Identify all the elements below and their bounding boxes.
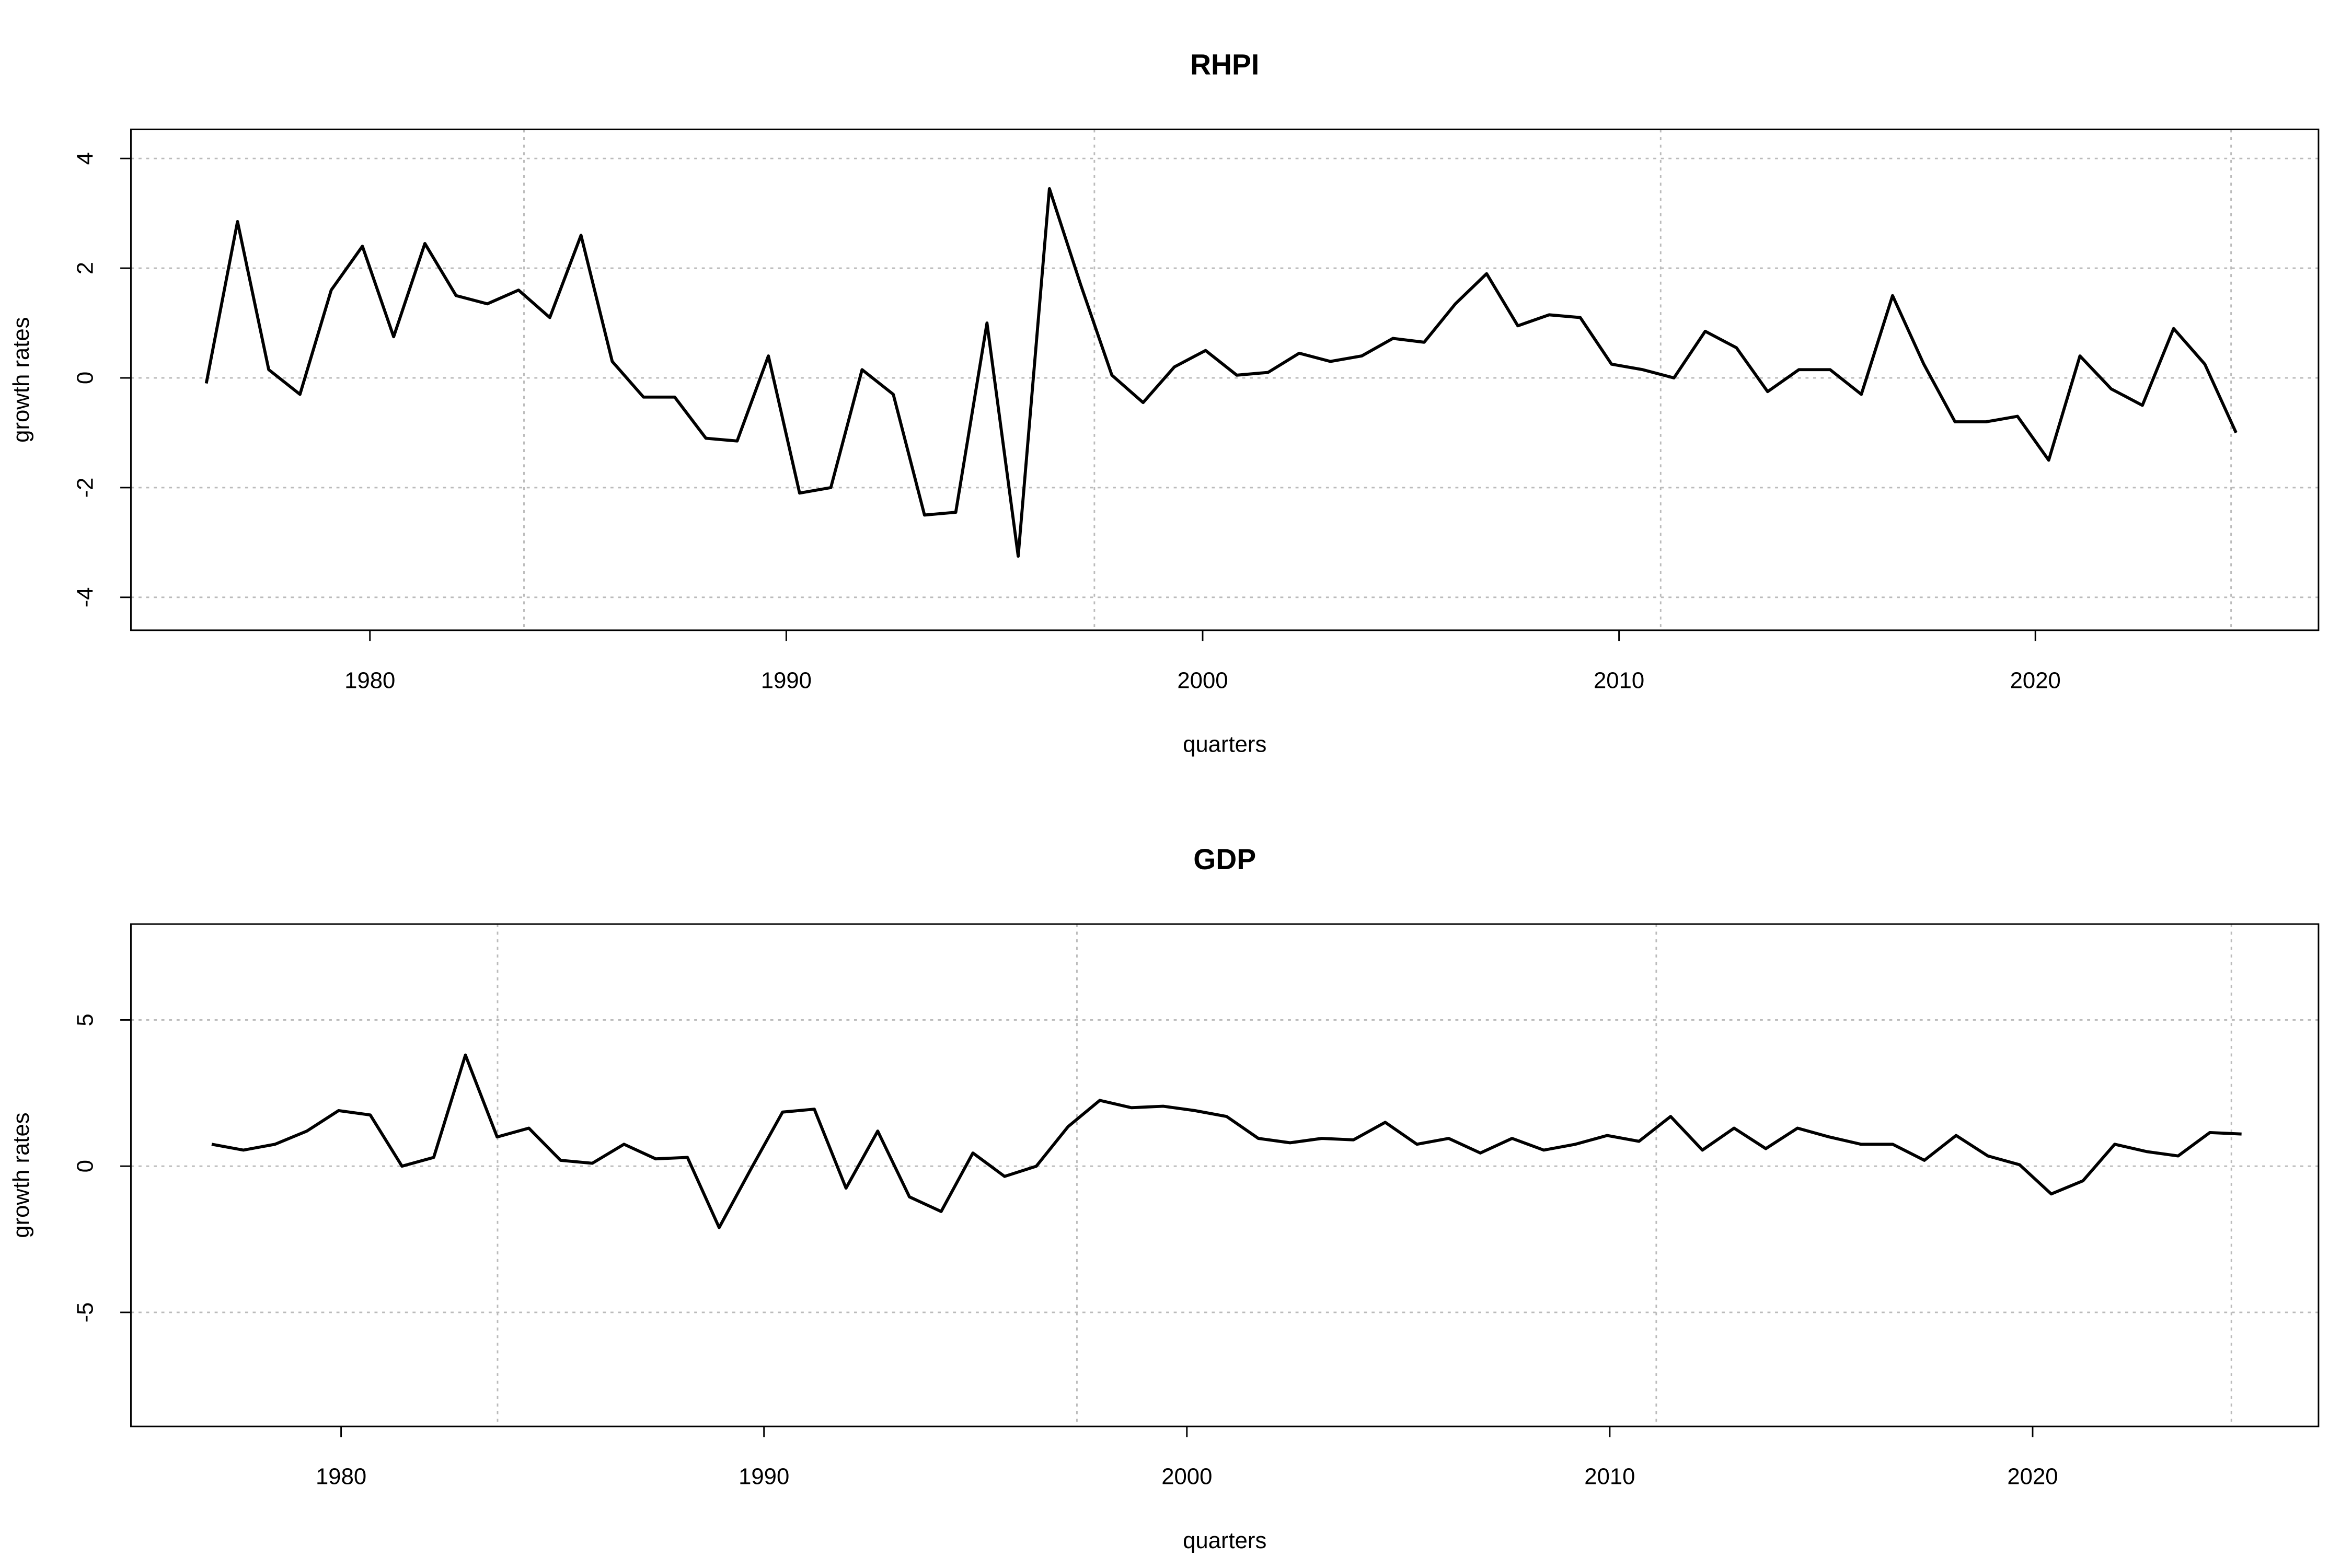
plot-frame bbox=[130, 129, 2320, 631]
x-tick-label: 1980 bbox=[344, 667, 395, 693]
y-tick-label: 4 bbox=[73, 152, 98, 165]
y-tick-label: -2 bbox=[73, 478, 98, 498]
y-tick-label: 5 bbox=[73, 1013, 98, 1026]
x-tick-label: 1980 bbox=[316, 1464, 366, 1490]
chart-title: GDP bbox=[1193, 843, 1256, 875]
y-tick-label: -5 bbox=[73, 1302, 98, 1323]
series-line bbox=[211, 1053, 2242, 1229]
x-tick-label: 1990 bbox=[761, 667, 812, 693]
y-axis-label: growth rates bbox=[8, 1112, 34, 1238]
x-axis-label: quarters bbox=[1183, 1528, 1266, 1553]
x-tick-label: 2000 bbox=[1161, 1464, 1212, 1490]
x-tick-label: 2020 bbox=[2007, 1464, 2058, 1490]
y-tick-label: -4 bbox=[73, 587, 98, 607]
y-tick-label: 0 bbox=[73, 372, 98, 384]
x-tick-label: 2010 bbox=[1594, 667, 1644, 693]
y-tick-label: 2 bbox=[73, 262, 98, 274]
series-line bbox=[204, 187, 2238, 558]
x-tick-label: 1990 bbox=[739, 1464, 789, 1490]
x-axis-label: quarters bbox=[1183, 732, 1266, 757]
x-tick-label: 2000 bbox=[1177, 667, 1228, 693]
y-axis-label: growth rates bbox=[8, 317, 34, 443]
y-tick-label: 0 bbox=[73, 1160, 98, 1172]
chart-title: RHPI bbox=[1190, 49, 1259, 81]
plot-frame bbox=[130, 923, 2320, 1427]
x-tick-label: 2010 bbox=[1584, 1464, 1635, 1490]
x-tick-label: 2020 bbox=[2010, 667, 2061, 693]
